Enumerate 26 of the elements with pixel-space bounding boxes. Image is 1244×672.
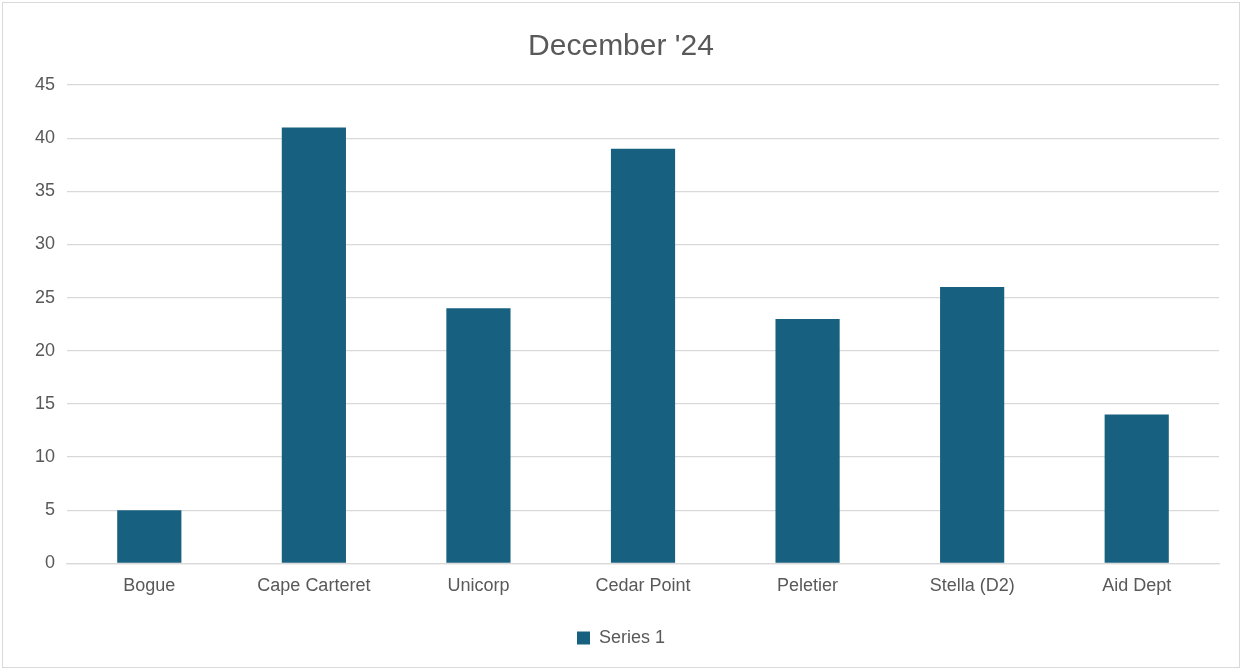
bar: [940, 286, 1005, 563]
bar: [775, 318, 840, 563]
bar: [610, 148, 676, 563]
y-tick-label: 30: [34, 233, 56, 254]
y-tick-label: 5: [45, 499, 56, 520]
y-tick-label: 15: [34, 392, 56, 413]
bar: [1104, 414, 1169, 563]
bar: [446, 308, 511, 563]
y-tick-label: 20: [34, 339, 56, 360]
x-tick-label: Aid Dept: [1102, 575, 1172, 596]
x-tick-label: Cedar Point: [595, 575, 691, 596]
x-tick-label: Cape Carteret: [257, 575, 371, 596]
x-tick-label: Stella (D2): [929, 575, 1015, 596]
chart-title: December '24: [528, 28, 714, 62]
y-tick-label: 0: [45, 552, 56, 573]
y-tick-label: 25: [34, 286, 56, 307]
x-tick-label: Peletier: [777, 575, 839, 596]
legend-label: Series 1: [598, 626, 666, 647]
y-tick-label: 45: [34, 73, 56, 94]
y-tick-label: 35: [34, 180, 56, 201]
y-tick-label: 40: [34, 127, 56, 148]
x-tick-label: Unicorp: [447, 575, 510, 596]
y-tick-label: 10: [34, 446, 56, 467]
bar: [281, 127, 346, 563]
bar: [117, 510, 182, 563]
x-tick-label: Bogue: [123, 575, 176, 596]
